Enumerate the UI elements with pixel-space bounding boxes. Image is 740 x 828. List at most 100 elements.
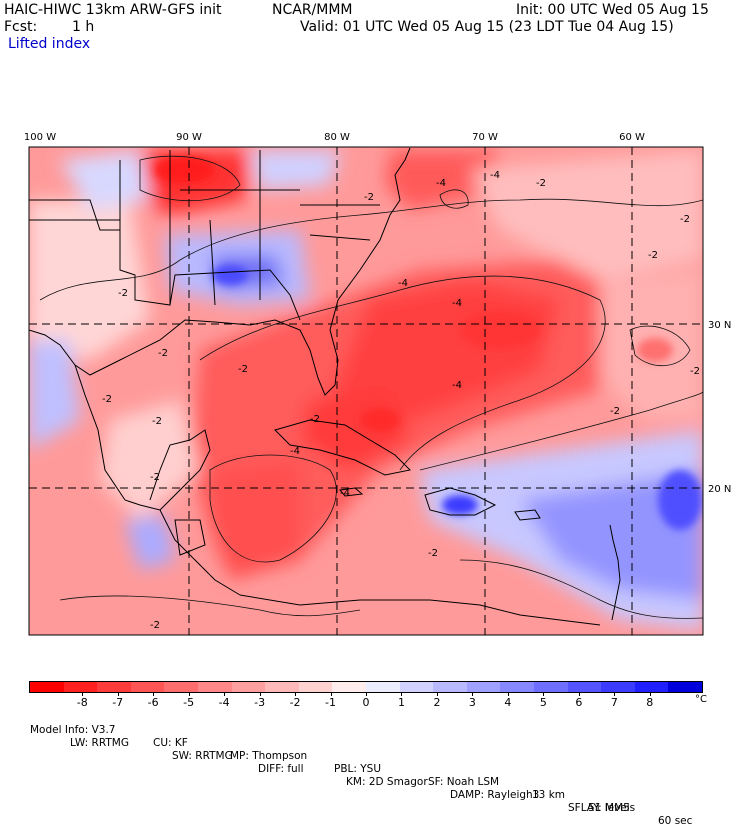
- hispaniola-blue-core: [442, 495, 478, 515]
- contour-line: [419, 391, 703, 471]
- lon-label-90w: 90 W: [176, 132, 202, 143]
- colorbar-label: 4: [504, 696, 512, 709]
- lon-label-80w: 80 W: [324, 132, 350, 143]
- mexico-blue-zone: [29, 340, 80, 450]
- model-version: Model Info: V3.7: [30, 724, 116, 736]
- colorbar-swatch: [500, 682, 534, 692]
- colorbar-swatch: [265, 682, 299, 692]
- colorbar-tick: [614, 692, 616, 696]
- colorbar-label: -4: [218, 696, 230, 709]
- lifted-index-map: 100 W 90 W 80 W 70 W 60 W 30 N 20 N -2 -…: [24, 132, 731, 636]
- colorbar-label: 5: [539, 696, 547, 709]
- contour-label: -2: [648, 250, 658, 261]
- org-label: NCAR/MMM: [272, 2, 353, 18]
- contour-label: -4: [340, 488, 350, 499]
- colorbar-tick: [82, 692, 84, 696]
- colorbar-tick: [224, 692, 226, 696]
- colorbar-label: 2: [433, 696, 441, 709]
- contour-label: -4: [290, 446, 300, 457]
- mexico-coast: [74, 364, 211, 511]
- colorbar-swatch: [433, 682, 467, 692]
- colorbar-unit: °C: [695, 694, 707, 705]
- colorbar-swatch: [466, 682, 501, 692]
- colorbar-swatch: [130, 682, 165, 692]
- hispaniola-outline: [424, 487, 497, 516]
- colorbar-tick: [649, 692, 651, 696]
- colorbar-swatch: [231, 682, 266, 692]
- east-caribbean-blue-core: [658, 470, 702, 530]
- surface-layer-option: SFLAY: MM5: [568, 802, 630, 814]
- colorbar-tick: [153, 692, 155, 696]
- south-america-coast: [239, 594, 601, 626]
- graticule: [29, 147, 703, 635]
- lat-label-20n: 20 N: [708, 484, 731, 495]
- colorbar-label: 6: [575, 696, 583, 709]
- model-title: HAIC-HIWC 13km ARW-GFS init: [4, 2, 222, 18]
- bahamas-red-core: [360, 408, 400, 432]
- colorbar-swatch: [298, 682, 333, 692]
- colorbar-swatch: [634, 682, 669, 692]
- central-america-blue: [125, 515, 175, 570]
- colorbar-tick: [366, 692, 367, 696]
- longwave-scheme: LW: RRTMG: [70, 737, 129, 749]
- contour-label: -4: [398, 278, 408, 289]
- forecast-hour: 1 h: [72, 19, 95, 35]
- colorbar-label: -8: [76, 696, 88, 709]
- contour-label: -4: [490, 170, 500, 181]
- colorbar-swatch: [668, 682, 702, 692]
- colorbar-tick: [188, 692, 190, 696]
- field-name: Lifted index: [8, 36, 91, 52]
- valid-time: Valid: 01 UTC Wed 05 Aug 15 (23 LDT Tue …: [300, 19, 674, 35]
- contour-label: -2: [428, 548, 438, 559]
- colorbar-ticks: [29, 692, 703, 698]
- colorbar-tick: [295, 692, 297, 696]
- colorbar-swatch: [63, 682, 98, 692]
- contour-label: -2: [238, 364, 248, 375]
- colorbar-tick: [117, 692, 119, 696]
- contour-line: [139, 155, 241, 202]
- colorbar-swatch: [30, 682, 64, 692]
- colorbar-label: 0: [362, 696, 370, 709]
- state-borders-west: [29, 199, 120, 231]
- colorbar-label: -6: [147, 696, 159, 709]
- init-time: Init: 00 UTC Wed 05 Aug 15: [516, 2, 709, 18]
- east-atlantic-red-spot: [637, 338, 673, 362]
- lon-label-100w: 100 W: [24, 132, 56, 143]
- contour-line: [59, 595, 361, 617]
- colorbar-tick: [472, 692, 474, 696]
- colorbar-label: -7: [112, 696, 124, 709]
- colorbar-swatch: [365, 682, 400, 692]
- contour-label: -2: [150, 620, 160, 631]
- colorbar-swatch: [332, 682, 366, 692]
- state-borders-grid: [119, 150, 380, 306]
- time-step: 60 sec: [658, 815, 693, 827]
- yucatan-pale-zone: [100, 400, 200, 520]
- colorbar-label: -5: [183, 696, 195, 709]
- colorbar-label: 3: [468, 696, 476, 709]
- contour-line: [39, 198, 703, 301]
- colorbar-label: 7: [610, 696, 618, 709]
- model-info-line-2: LW: RRTMG SW: RRTMG DIFF: full KM: 2D Sm…: [30, 724, 710, 815]
- shortwave-scheme: SW: RRTMG: [172, 750, 233, 762]
- cuba-outline: [274, 419, 412, 476]
- contour-lines: [39, 155, 703, 619]
- contour-label: -2: [310, 414, 320, 425]
- colorbar-tick: [259, 692, 261, 696]
- colorbar-tick: [330, 692, 332, 696]
- diffusion-option: DIFF: full: [258, 763, 304, 775]
- damping-option: DAMP: Rayleigh3: [450, 789, 540, 801]
- state-borders-south: [29, 219, 301, 321]
- contour-line: [199, 275, 606, 471]
- contour-label: -2: [690, 366, 700, 377]
- colorbar-tick: [401, 692, 403, 696]
- contour-line: [629, 325, 691, 367]
- contour-line: [439, 189, 469, 209]
- contour-label: -4: [452, 298, 462, 309]
- lat-label-30n: 30 N: [708, 320, 731, 331]
- colorbar-label: -2: [289, 696, 301, 709]
- contour-line: [459, 559, 703, 619]
- colorbar-swatch: [197, 682, 232, 692]
- forecast-label: Fcst:: [4, 19, 38, 35]
- colorbar-label: 1: [397, 696, 405, 709]
- coastlines: [29, 147, 621, 626]
